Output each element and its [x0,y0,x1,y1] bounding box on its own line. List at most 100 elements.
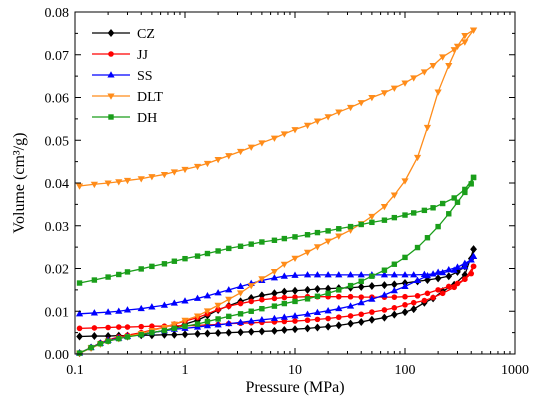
series-dlt-intrusion-point [181,317,189,325]
legend-marker-cz [107,29,115,37]
series-jj-intrusion-point [358,294,365,300]
series-dh-intrusion-point [182,323,188,329]
series-dh-extrusion-point [124,269,131,275]
series-cz-extrusion-point [391,310,398,319]
series-jj-extrusion-point [335,314,342,321]
series-dlt-extrusion-point [324,114,332,121]
legend-marker-ss [107,71,115,78]
legend-marker-dlt [107,93,115,100]
series-dh-extrusion-point [91,277,98,283]
series-cz-extrusion-point [410,305,418,314]
series-cz-extrusion-point [381,313,388,322]
series-jj-extrusion-point [410,299,417,306]
series-dlt-intrusion-point [170,321,178,328]
series-dh-extrusion-point [281,235,288,242]
y-axis-title: Volume (cm³/g) [11,133,28,234]
series-dh-extrusion-point [138,266,144,272]
series-dh-intrusion-point [124,334,131,340]
series-jj-extrusion-point [314,316,321,323]
series-dh-extrusion-point [421,207,428,214]
series-jj-extrusion-point [369,309,375,315]
series-jj-intrusion-point [292,294,298,300]
series-jj-extrusion-point [281,318,288,325]
legend-marker-dh [108,114,114,120]
series-jj-intrusion-point [414,293,421,299]
series-dlt-extrusion-point [410,75,418,82]
series-jj-intrusion-point [435,287,441,293]
series-ss-extrusion-point [280,272,288,279]
series-dlt-intrusion-point [313,244,322,251]
series-cz-extrusion-point [91,332,98,341]
series-dh-extrusion-point [347,223,354,230]
x-tick-label: 0.1 [66,363,84,378]
x-axis-title: Pressure (MPa) [245,379,344,396]
series-dlt-extrusion-point [203,160,212,168]
series-dh-extrusion-point [226,245,232,252]
series-cz-intrusion-point [281,287,288,296]
series-cz-intrusion-point [391,280,398,289]
series-cz-extrusion-point [204,329,211,338]
series-jj-intrusion-point [237,300,244,307]
series-dh-intrusion-point [248,308,254,314]
series-ss-extrusion-point [104,308,112,315]
series-dlt-extrusion-point [236,148,245,156]
series-cz-extrusion-point [76,332,83,341]
series-cz-intrusion-point [324,284,332,293]
series-dlt-intrusion-point [258,276,266,283]
series-dlt-extrusion-point [368,95,376,102]
series-ss-extrusion-point [214,289,222,296]
series-ss-extrusion-point [450,266,458,273]
series-ss-intrusion-point [303,310,312,317]
series-ss-extrusion-point [90,309,98,316]
series-cz-intrusion-point [271,289,278,298]
series-dlt-extrusion-point [123,177,132,185]
series-cz-extrusion-point [461,270,469,279]
legend-label-dh: DH [137,111,157,126]
series-dlt-extrusion-point [280,131,288,138]
series-jj [76,263,477,356]
series-cz-extrusion-point [281,326,288,335]
series-dlt-extrusion-point [193,163,202,171]
series-dlt-extrusion-point [357,100,365,107]
series-dlt-extrusion-point [137,176,145,183]
series-dh-extrusion-point [391,214,398,221]
series-ss-extrusion-point [181,297,189,304]
series-dlt-intrusion-point [335,233,343,240]
series-cz-extrusion-point [324,322,332,331]
series-dh-intrusion-point [435,223,441,230]
series-ss-intrusion-point [270,314,279,322]
series-dh-intrusion-point [358,278,364,285]
series-dh-extrusion-point [470,174,477,181]
ticks-layer: 0.1 1 10 100 1000 0.00 0.01 0.02 0.03 0.04 0.05 0.0… [45,6,530,378]
series-ss-extrusion-point [357,271,365,278]
series-dh-intrusion-point [171,325,178,332]
series-ss-intrusion-point [214,321,222,328]
series-ss-intrusion-point [357,298,365,306]
series-dlt-extrusion-point [270,135,279,142]
series-ss-extrusion-point [236,282,245,289]
series-dh-intrusion-point [446,211,452,217]
series-ss-extrusion-point [160,301,169,308]
series-dlt-intrusion-point [247,283,255,290]
series-cz-intrusion-point [381,281,388,290]
series-jj-extrusion-point [347,313,354,319]
series-jj-extrusion-point [402,302,408,308]
y-tick-label: 0.05 [45,134,70,149]
series-cz-extrusion-point [171,330,178,339]
series-dh-intrusion-point [161,327,168,334]
series-cz-extrusion-point [401,308,409,317]
series-dh-extrusion-point [171,258,178,264]
series-dlt-extrusion-point [247,144,255,151]
series-dh-intrusion-point [424,235,431,241]
series-dh-intrusion-point [281,300,288,307]
series-dlt-extrusion-point [90,181,98,189]
series-dh-extrusion-point [314,229,321,236]
series-dh-intrusion-point [402,254,408,261]
series-dlt-intrusion-point [423,124,432,132]
series-dlt-extrusion-point [258,140,266,147]
series-dh-intrusion-point [325,290,331,296]
series-jj-extrusion-point [91,325,98,331]
series-layer [75,27,478,358]
series-ss-extrusion-point [410,271,418,278]
